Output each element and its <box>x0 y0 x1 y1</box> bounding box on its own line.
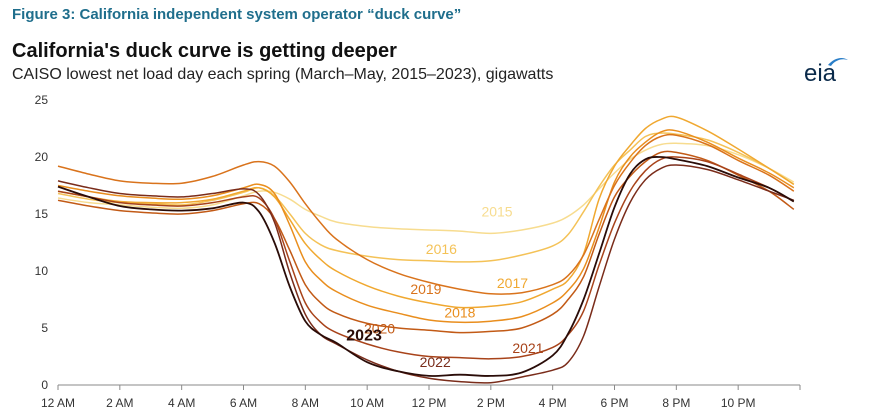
axes: 0 5 10 15 20 25 12 AM 2 AM 4 AM 6 AM 8 AM 10 AM 12 P… <box>35 93 801 410</box>
chart-title: California's duck curve is getting deepe… <box>12 40 397 62</box>
y-tick-label: 10 <box>35 264 49 278</box>
series-line-2015 <box>57 142 795 235</box>
x-tick-label: 10 AM <box>350 396 384 410</box>
series-label-2018: 2018 <box>444 305 475 321</box>
series-line-2022 <box>57 164 795 384</box>
x-tick-label: 4 PM <box>539 396 567 410</box>
eia-logo: eia <box>804 56 850 92</box>
x-tick-label: 6 AM <box>230 396 257 410</box>
series-line-2023 <box>57 156 795 377</box>
series-line-2021 <box>57 156 795 360</box>
x-tick-label: 4 AM <box>168 396 195 410</box>
series-line-2018 <box>57 129 795 324</box>
series-lines <box>57 115 795 384</box>
x-tick-label: 12 AM <box>41 396 75 410</box>
series-line-2019 <box>57 133 795 295</box>
chart-subtitle: CAISO lowest net load day each spring (M… <box>12 66 554 83</box>
figure-label: Figure 3: California independent system … <box>12 6 462 23</box>
eia-logo-text: eia <box>804 60 837 87</box>
series-line-2017 <box>57 115 795 309</box>
y-tick-label: 5 <box>41 321 48 335</box>
series-label-2015: 2015 <box>481 203 512 219</box>
y-tick-label: 20 <box>35 150 49 164</box>
series-label-2021: 2021 <box>512 340 543 356</box>
series-label-2023: 2023 <box>346 328 382 345</box>
y-tick-label: 15 <box>35 207 49 221</box>
series-label-2022: 2022 <box>420 354 451 370</box>
x-tick-label: 8 AM <box>292 396 319 410</box>
x-tick-label: 8 PM <box>662 396 690 410</box>
x-tick-label: 2 PM <box>477 396 505 410</box>
x-tick-label: 12 PM <box>412 396 447 410</box>
y-tick-label: 25 <box>35 93 49 107</box>
x-tick-label: 2 AM <box>106 396 133 410</box>
series-label-2019: 2019 <box>410 281 441 297</box>
series-line-2020 <box>57 150 795 334</box>
series-label-2020: 2020 <box>364 321 395 337</box>
x-tick-label: 10 PM <box>721 396 756 410</box>
series-label-2017: 2017 <box>497 275 528 291</box>
x-tick-label: 6 PM <box>600 396 628 410</box>
y-tick-label: 0 <box>41 378 48 392</box>
series-label-2016: 2016 <box>426 241 457 257</box>
eia-logo-swoosh-icon <box>828 57 848 66</box>
